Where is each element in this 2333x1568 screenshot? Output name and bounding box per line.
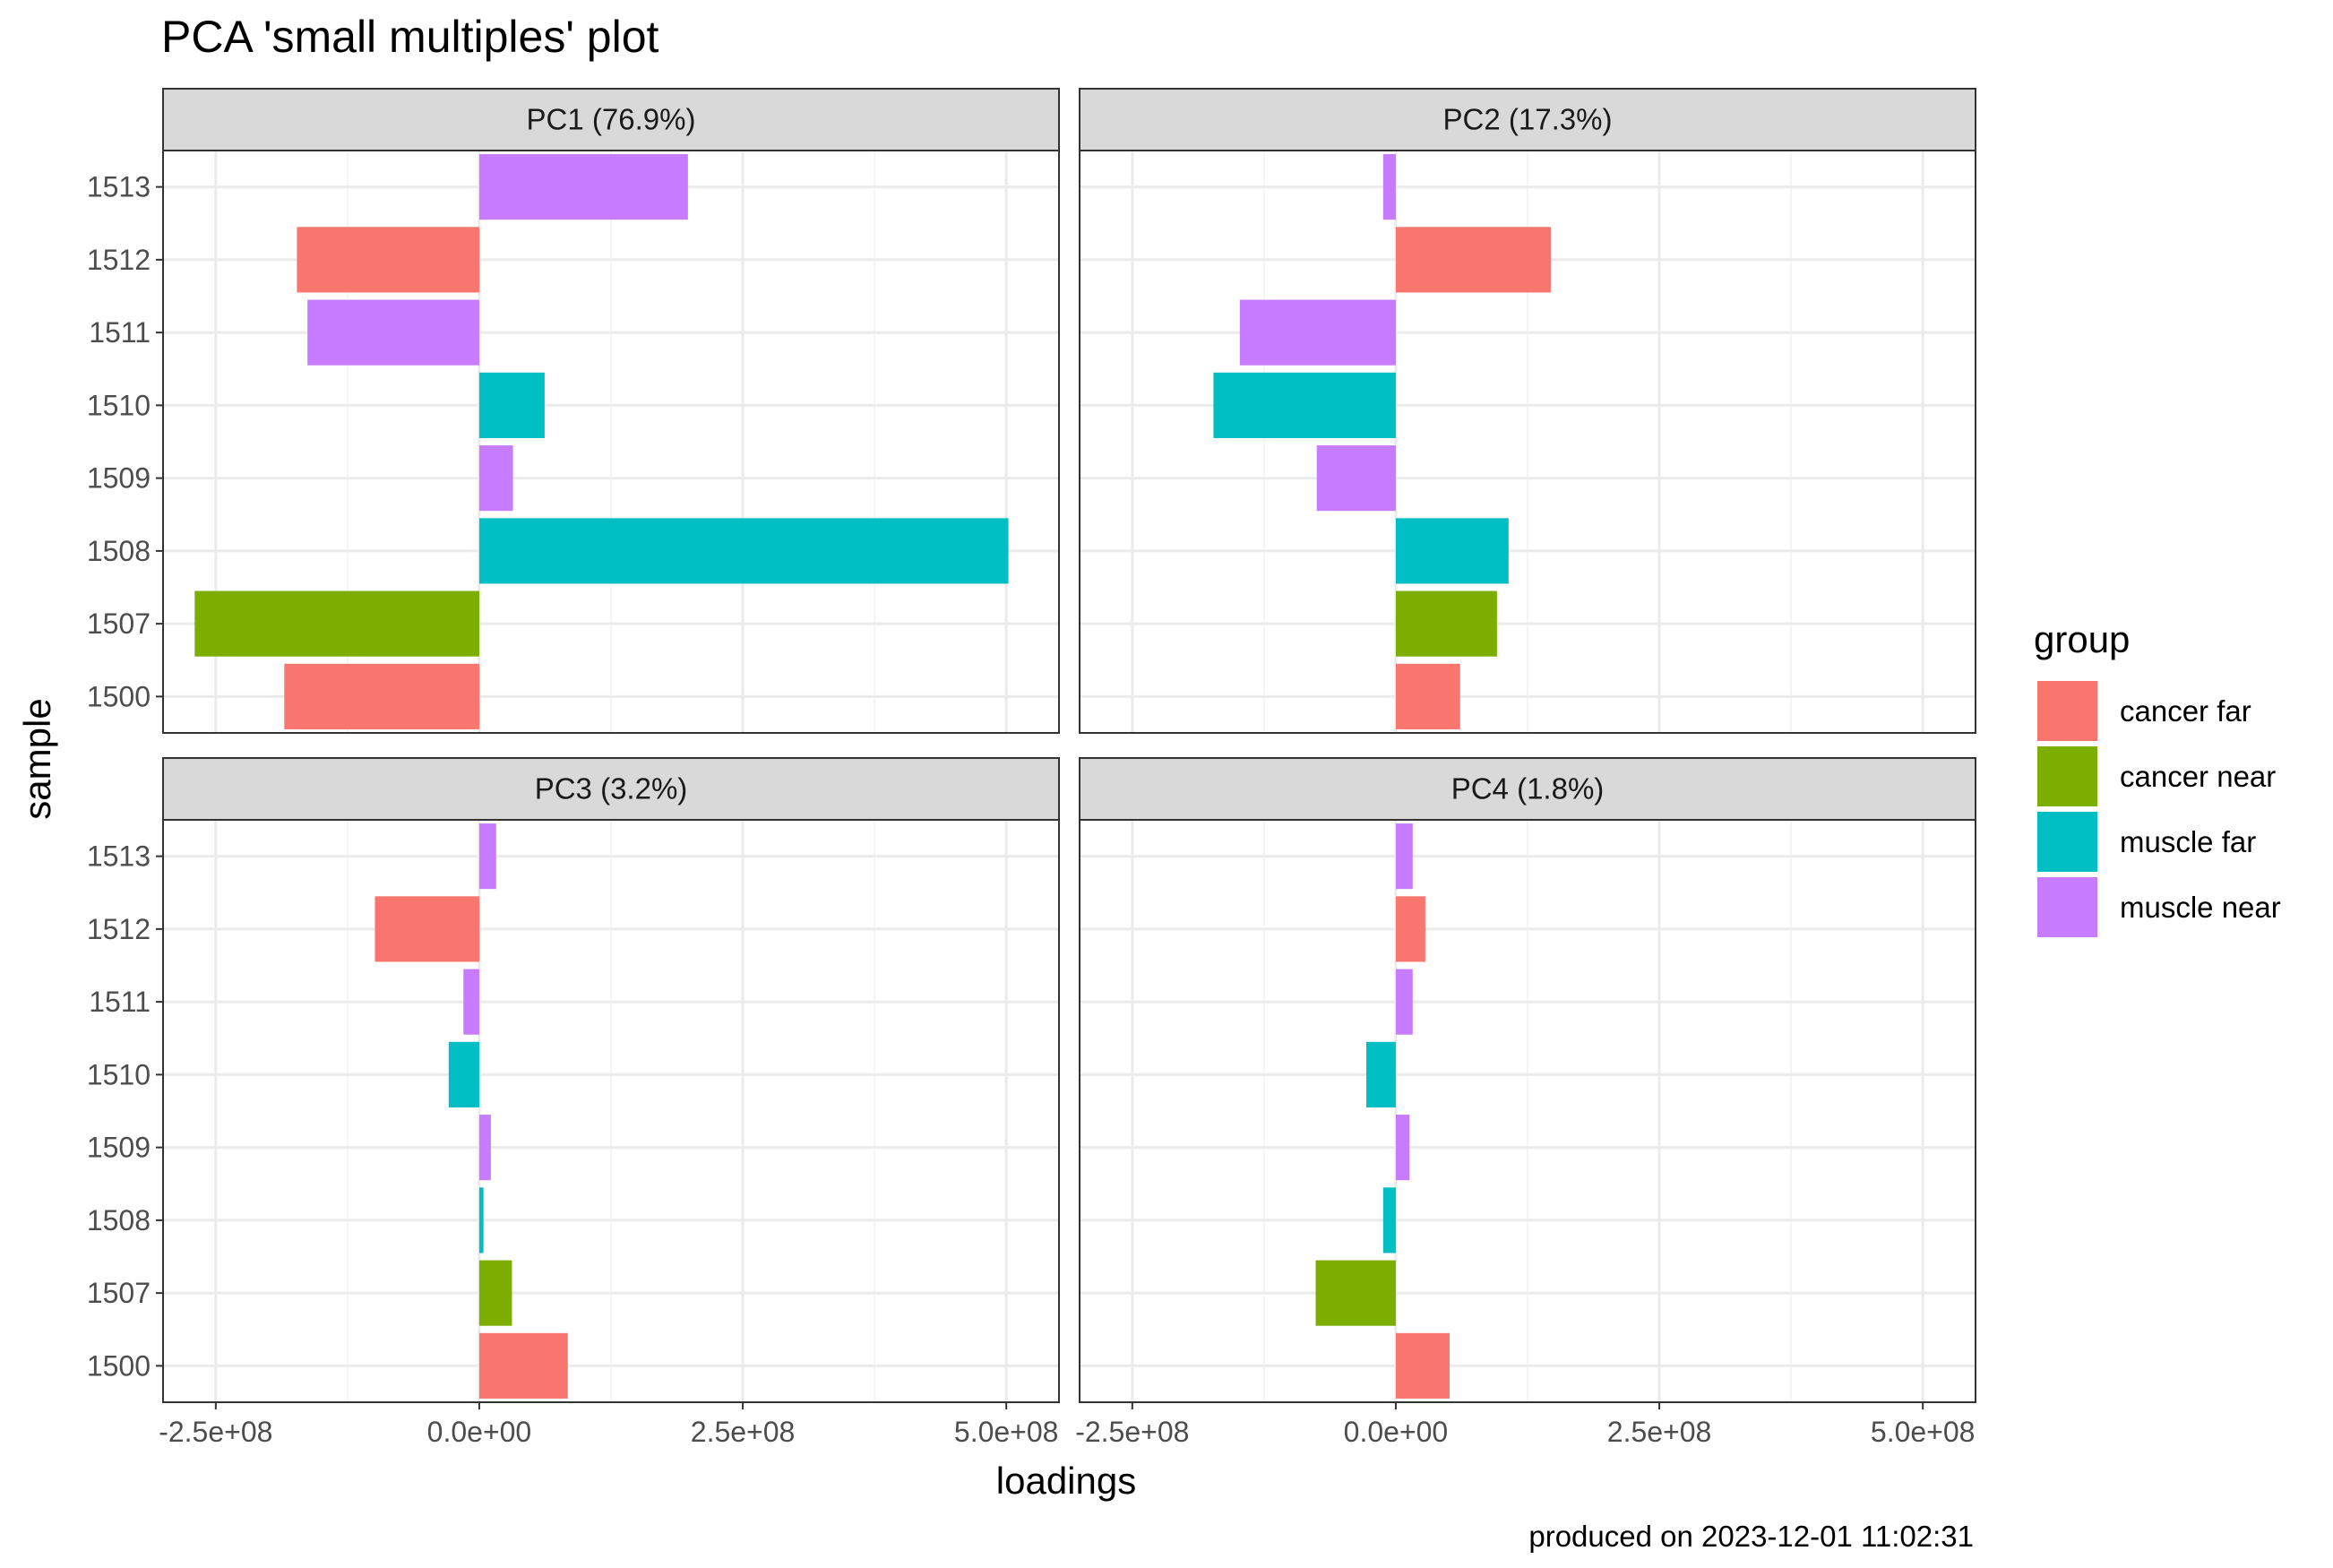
facet-label: PC4 (1.8%) [1451,772,1605,806]
x-tick-label: 2.5e+08 [1607,1416,1712,1448]
x-axis-title: loadings [996,1460,1136,1502]
bar-1507 [1395,590,1497,657]
bar-1508 [1382,1187,1396,1254]
legend-title: group [2034,618,2130,660]
panels: PC1 (76.9%) 1500 1507 1508 1509 1510 1511 1512 1… [87,88,1976,1448]
y-tick-label: 1510 [87,1058,151,1090]
bar-1507 [1315,1260,1396,1326]
panel-border [162,150,1060,734]
bar-1512 [1395,896,1425,962]
facet-label: PC3 (3.2%) [535,772,688,806]
y-tick-label: 1511 [89,316,151,349]
y-tick-label: 1513 [87,171,151,203]
legend-label: muscle far [2120,825,2256,858]
bar-1507 [194,590,479,657]
y-tick-label: 1507 [87,607,151,640]
bar-1509 [478,445,513,512]
panel-border [162,819,1060,1403]
bar-1508 [1395,518,1509,584]
y-tick-label: 1509 [87,1132,151,1164]
facet-panel-4: PC4 (1.8%) -2.5e+08 0.0e+00 2.5e+08 5.0e+08 [1075,757,1976,1448]
x-tick-label: 0.0e+00 [427,1416,532,1448]
y-tick-label: 1507 [87,1277,151,1309]
legend-key [2037,681,2097,741]
y-tick-label: 1512 [87,913,151,945]
y-tick-label: 1500 [87,680,151,712]
panel-border [1079,150,1976,734]
bar-1512 [1395,227,1551,293]
bar-1512 [374,896,479,962]
bar-1508 [478,518,1009,584]
bar-1509 [1395,1115,1410,1181]
bar-1511 [1395,969,1413,1035]
bar-1510 [1366,1041,1396,1107]
x-tick-label: -2.5e+08 [1075,1416,1189,1448]
facet-label: PC2 (17.3%) [1443,103,1613,136]
bar-1511 [1239,299,1396,366]
bar-1513 [1382,154,1396,220]
facet-panel-1: PC1 (76.9%) 1500 1507 1508 1509 1510 1511 1512 1… [87,88,1060,734]
x-tick-label: 2.5e+08 [691,1416,796,1448]
bar-1511 [307,299,479,366]
y-tick-label: 1511 [89,986,151,1018]
bar-1509 [1316,445,1396,512]
bar-1507 [478,1260,512,1326]
bar-1500 [284,663,479,729]
bar-1510 [448,1041,479,1107]
facet-strip [162,88,1060,151]
x-tick-label: 5.0e+08 [1871,1416,1976,1448]
caption: produced on 2023-12-01 11:02:31 [1528,1520,1974,1553]
bar-1513 [1395,823,1413,890]
chart-title: PCA 'small multiples' plot [161,12,659,62]
x-tick-label: 0.0e+00 [1344,1416,1449,1448]
bar-1512 [297,227,479,293]
bar-1500 [1395,663,1460,729]
y-axis-title: sample [16,698,58,819]
facet-panel-3: PC3 (3.2%) 1500 1507 1508 1509 1510 1511 1512 15… [87,757,1060,1448]
bar-1509 [478,1115,491,1181]
legend-label: cancer near [2120,760,2276,793]
facet-panel-2: PC2 (17.3%) [1079,88,1976,734]
x-tick-label: -2.5e+08 [159,1416,272,1448]
legend-key [2037,812,2097,872]
facet-strip [1079,757,1976,821]
bar-1500 [478,1332,568,1399]
y-tick-label: 1509 [87,462,151,495]
bar-1500 [1395,1332,1450,1399]
y-tick-label: 1512 [87,244,151,276]
bar-1508 [478,1187,484,1254]
y-tick-label: 1508 [87,1204,151,1236]
y-tick-label: 1513 [87,840,151,873]
bar-1510 [478,372,545,438]
y-tick-label: 1510 [87,389,151,421]
panel-border [1079,819,1976,1403]
facet-strip [162,757,1060,821]
y-tick-label: 1500 [87,1349,151,1382]
legend-key [2037,877,2097,937]
legend-label: cancer far [2120,694,2251,728]
y-tick-label: 1508 [87,535,151,567]
facet-label: PC1 (76.9%) [527,103,696,136]
facet-strip [1079,88,1976,151]
legend-label: muscle near [2120,891,2281,924]
bar-1511 [463,969,479,1035]
x-tick-label: 5.0e+08 [954,1416,1059,1448]
legend-key [2037,746,2097,806]
bar-1510 [1213,372,1396,438]
bar-1513 [478,823,496,890]
legend: group cancer far cancer near muscle far mus… [2034,618,2281,937]
bar-1513 [478,154,688,220]
